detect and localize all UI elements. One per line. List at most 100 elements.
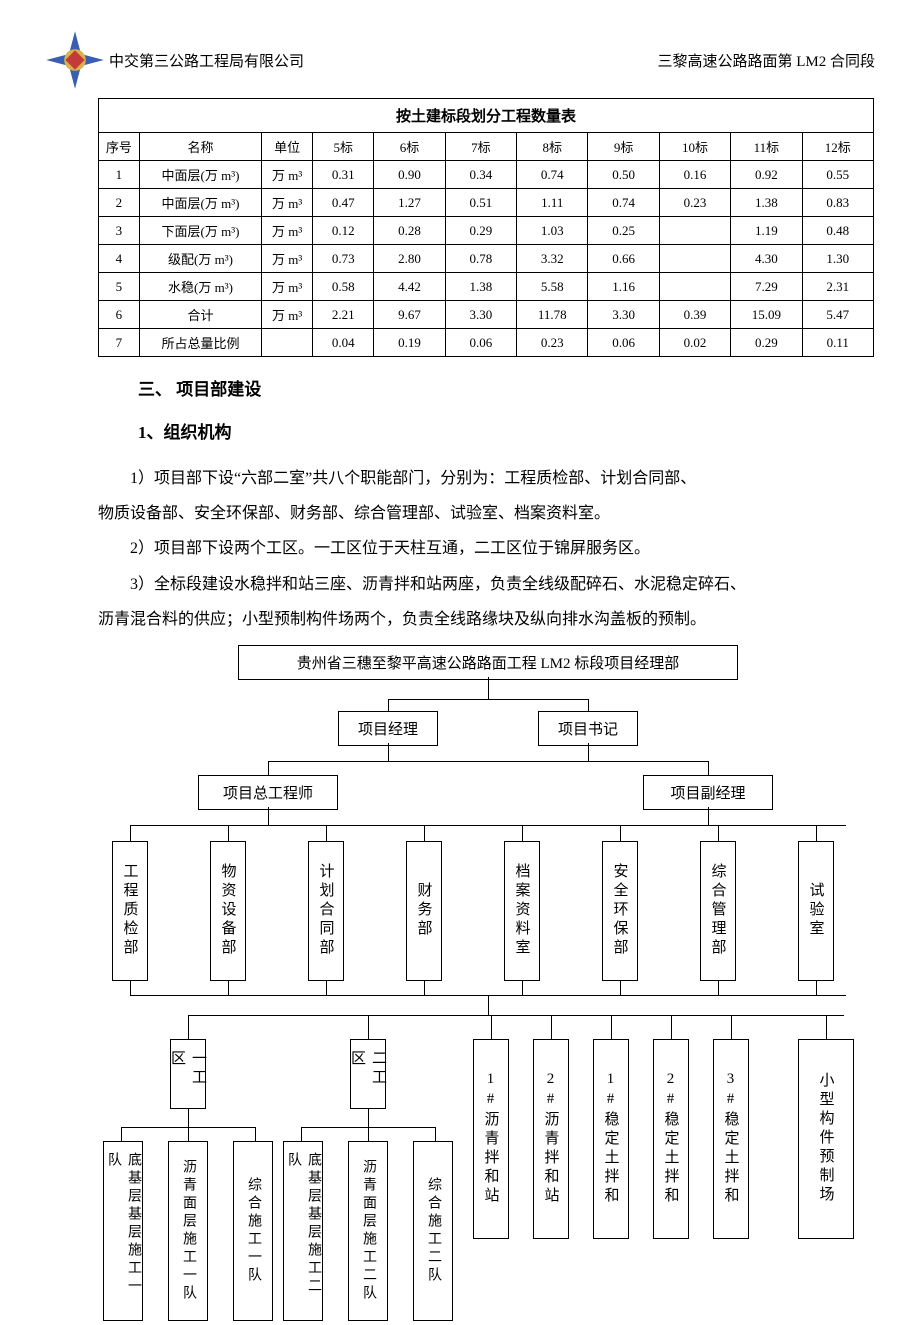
- table-row: 4级配(万 m³)万 m³0.732.800.783.320.664.301.3…: [99, 245, 874, 273]
- org-dept: 试验室: [798, 841, 834, 981]
- table-cell: [659, 273, 730, 301]
- table-cell: 1.19: [731, 217, 802, 245]
- table-cell: 2.21: [313, 301, 374, 329]
- table-cell: 9.67: [374, 301, 445, 329]
- table-cell: 3.32: [517, 245, 588, 273]
- table-col-header: 5标: [313, 133, 374, 161]
- org-team: 综合施工二队: [413, 1141, 453, 1321]
- table-cell: 4: [99, 245, 140, 273]
- table-cell: 0.92: [731, 161, 802, 189]
- table-cell: 下面层(万 m³): [139, 217, 261, 245]
- table-cell: 万 m³: [262, 189, 313, 217]
- org-zone-2: 二工区: [350, 1039, 386, 1109]
- company-logo: [45, 30, 105, 90]
- table-cell: 所占总量比例: [139, 329, 261, 357]
- table-cell: 15.09: [731, 301, 802, 329]
- table-cell: 0.29: [445, 217, 516, 245]
- table-cell: 1: [99, 161, 140, 189]
- org-dept: 安全环保部: [602, 841, 638, 981]
- org-dept: 计划合同部: [308, 841, 344, 981]
- table-cell: 3: [99, 217, 140, 245]
- table-col-header: 7标: [445, 133, 516, 161]
- page-header: 中交第三公路工程局有限公司 三黎高速公路路面第 LM2 合同段: [0, 30, 920, 98]
- table-cell: 0.73: [313, 245, 374, 273]
- org-zone-1: 一工区: [170, 1039, 206, 1109]
- table-col-header: 8标: [517, 133, 588, 161]
- table-cell: 万 m³: [262, 273, 313, 301]
- table-cell: 0.28: [374, 217, 445, 245]
- table-cell: 水稳(万 m³): [139, 273, 261, 301]
- table-cell: 0.34: [445, 161, 516, 189]
- table-cell: 1.03: [517, 217, 588, 245]
- table-cell: 5.58: [517, 273, 588, 301]
- table-cell: 中面层(万 m³): [139, 161, 261, 189]
- table-cell: 0.06: [445, 329, 516, 357]
- table-col-header: 10标: [659, 133, 730, 161]
- table-cell: 1.16: [588, 273, 659, 301]
- table-cell: 2.80: [374, 245, 445, 273]
- project-name: 三黎高速公路路面第 LM2 合同段: [657, 50, 875, 71]
- org-plant: 1#稳定土拌和: [593, 1039, 629, 1239]
- table-cell: 0.23: [517, 329, 588, 357]
- table-cell: 万 m³: [262, 245, 313, 273]
- table-cell: 级配(万 m³): [139, 245, 261, 273]
- table-row: 7所占总量比例0.040.190.060.230.060.020.290.11: [99, 329, 874, 357]
- org-plant: 小型构件预制场: [798, 1039, 854, 1239]
- table-cell: [659, 245, 730, 273]
- table-cell: 0.06: [588, 329, 659, 357]
- table-cell: 2.31: [802, 273, 873, 301]
- table-cell: 2: [99, 189, 140, 217]
- org-dept: 工程质检部: [112, 841, 148, 981]
- org-plant: 2#稳定土拌和: [653, 1039, 689, 1239]
- table-cell: 0.55: [802, 161, 873, 189]
- table-cell: 1.38: [445, 273, 516, 301]
- table-cell: 4.30: [731, 245, 802, 273]
- subheading-1: 1、组织机构: [138, 418, 822, 443]
- table-row: 5水稳(万 m³)万 m³0.584.421.385.581.167.292.3…: [99, 273, 874, 301]
- org-plant: 3#稳定土拌和: [713, 1039, 749, 1239]
- table-cell: 万 m³: [262, 217, 313, 245]
- table-cell: 万 m³: [262, 161, 313, 189]
- page-content: 按土建标段划分工程数量表 序号名称单位5标6标7标8标9标10标11标12标 1…: [0, 98, 920, 1325]
- table-cell: 7: [99, 329, 140, 357]
- table-cell: 0.11: [802, 329, 873, 357]
- org-chart: 贵州省三穗至黎平高速公路路面工程 LM2 标段项目经理部 项目经理 项目书记 项…: [98, 645, 878, 1325]
- table-cell: 0.39: [659, 301, 730, 329]
- table-cell: 0.51: [445, 189, 516, 217]
- table-cell: 1.27: [374, 189, 445, 217]
- table-cell: 0.02: [659, 329, 730, 357]
- paragraph-1a: 1）项目部下设“六部二室”共八个职能部门，分别为：工程质检部、计划合同部、: [98, 461, 822, 496]
- table-cell: 5: [99, 273, 140, 301]
- paragraph-1b: 物质设备部、安全环保部、财务部、综合管理部、试验室、档案资料室。: [98, 496, 822, 531]
- table-cell: 0.90: [374, 161, 445, 189]
- table-header-row: 序号名称单位5标6标7标8标9标10标11标12标: [99, 133, 874, 161]
- org-dept: 物资设备部: [210, 841, 246, 981]
- company-name: 中交第三公路工程局有限公司: [109, 50, 304, 71]
- table-cell: 0.78: [445, 245, 516, 273]
- org-dept: 综合管理部: [700, 841, 736, 981]
- table-col-header: 单位: [262, 133, 313, 161]
- table-title: 按土建标段划分工程数量表: [99, 99, 874, 133]
- table-cell: 0.12: [313, 217, 374, 245]
- org-team: 沥青面层施工二队: [348, 1141, 388, 1321]
- table-cell: 合计: [139, 301, 261, 329]
- table-col-header: 名称: [139, 133, 261, 161]
- org-dept: 财务部: [406, 841, 442, 981]
- table-cell: 7.29: [731, 273, 802, 301]
- paragraph-3a: 3）全标段建设水稳拌和站三座、沥青拌和站两座，负责全线级配碎石、水泥稳定碎石、: [98, 567, 822, 602]
- org-dept: 档案资料室: [504, 841, 540, 981]
- quantity-table: 按土建标段划分工程数量表 序号名称单位5标6标7标8标9标10标11标12标 1…: [98, 98, 874, 357]
- table-cell: 3.30: [445, 301, 516, 329]
- org-team: 综合施工一队: [233, 1141, 273, 1321]
- table-cell: 0.16: [659, 161, 730, 189]
- table-cell: 0.58: [313, 273, 374, 301]
- table-cell: 0.48: [802, 217, 873, 245]
- table-cell: 0.19: [374, 329, 445, 357]
- table-row: 1中面层(万 m³)万 m³0.310.900.340.740.500.160.…: [99, 161, 874, 189]
- table-cell: 中面层(万 m³): [139, 189, 261, 217]
- table-cell: 6: [99, 301, 140, 329]
- table-col-header: 序号: [99, 133, 140, 161]
- table-col-header: 6标: [374, 133, 445, 161]
- table-cell: 11.78: [517, 301, 588, 329]
- paragraph-2: 2）项目部下设两个工区。一工区位于天柱互通，二工区位于锦屏服务区。: [98, 531, 822, 566]
